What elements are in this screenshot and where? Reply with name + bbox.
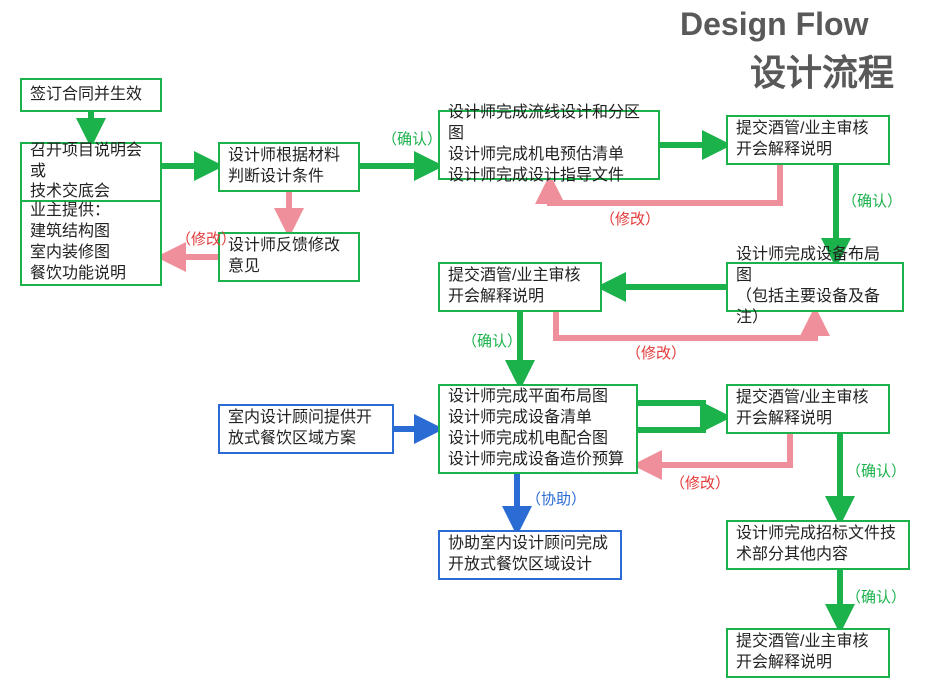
- node-n10: 室内设计顾问提供开 放式餐饮区域方案: [218, 404, 394, 454]
- title-en: Design Flow: [680, 6, 868, 43]
- edge-11: [638, 403, 703, 430]
- edge-label-4: （修改）: [626, 342, 686, 363]
- edge-label-5: （确认）: [462, 330, 522, 351]
- edge-label-9: （确认）: [846, 586, 906, 607]
- node-n5: 提交酒管/业主审核 开会解释说明: [726, 115, 890, 165]
- edge-label-2: （修改）: [600, 208, 660, 229]
- node-n4: 设计师完成流线设计和分区图 设计师完成机电预估清单 设计师完成设计指导文件: [438, 110, 660, 180]
- node-n12: 设计师完成招标文件技 术部分其他内容: [726, 520, 910, 570]
- node-n2b: 业主提供： 建筑结构图 室内装修图 餐饮功能说明: [20, 202, 162, 286]
- edge-label-0: （确认）: [382, 128, 442, 149]
- node-n13: 提交酒管/业主审核 开会解释说明: [726, 628, 890, 678]
- node-n6: 设计师完成设备布局图 （包括主要设备及备注）: [726, 262, 904, 312]
- title-zh: 设计流程: [750, 44, 894, 96]
- node-n9: 提交酒管/业主审核 开会解释说明: [726, 384, 890, 434]
- node-n1: 签订合同并生效: [20, 78, 162, 112]
- flowchart-canvas: Design Flow 设计流程 签订合同并生效召开项目说明会 或 技术交底会业…: [0, 0, 936, 700]
- node-n8: 设计师完成平面布局图 设计师完成设备清单 设计师完成机电配合图 设计师完成设备造…: [438, 384, 638, 474]
- node-n2a: 召开项目说明会 或 技术交底会: [20, 142, 162, 202]
- edge-label-3: （确认）: [842, 190, 902, 211]
- node-n3: 设计师根据材料 判断设计条件: [218, 142, 360, 192]
- edge-label-6: （修改）: [670, 472, 730, 493]
- edge-label-7: （确认）: [846, 460, 906, 481]
- edge-13: [638, 434, 790, 465]
- node-n3b: 设计师反馈修改 意见: [218, 232, 360, 282]
- edge-label-1: （修改）: [176, 228, 236, 249]
- node-n11: 协助室内设计顾问完成 开放式餐饮区域设计: [438, 530, 622, 580]
- edge-label-8: （协助）: [526, 488, 586, 509]
- node-n7: 提交酒管/业主审核 开会解释说明: [438, 262, 602, 312]
